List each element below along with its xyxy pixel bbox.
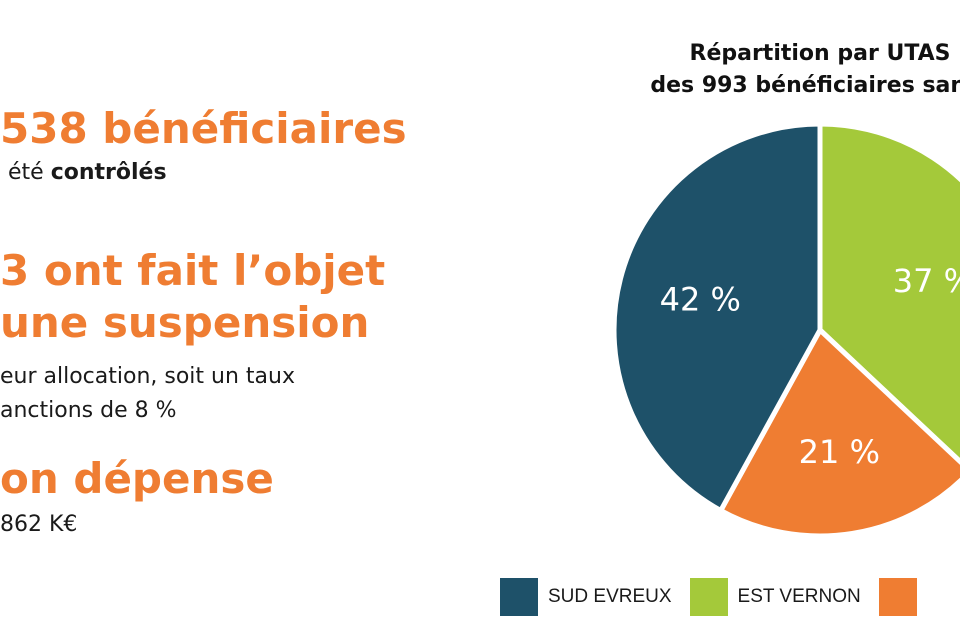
legend-label-2: EST VERNON [737,586,861,607]
legend-swatch-3 [878,578,917,616]
pie-slice-label-1: 37 % [893,262,960,300]
headline-suspension: une suspension [0,298,370,347]
controles-bold: contrôlés [50,160,167,185]
legend-swatch-1 [500,578,538,616]
chart-legend: SUD EVREUX EST VERNON [500,578,945,616]
chart-title: Répartition par UTAS des 993 bénéficiair… [560,38,960,102]
chart-title-line2: des 993 bénéficiaires sanct [650,73,960,98]
headline-depense: on dépense [0,454,274,503]
legend-item-2: EST VERNON [689,578,861,616]
chart-title-line1: Répartition par UTAS [689,41,951,66]
legend-item-1: SUD EVREUX [500,578,672,616]
legend-item-3 [878,578,927,616]
allocation-text: eur allocation, soit un taux [0,364,295,389]
controles-text: été contrôlés [8,158,167,188]
controles-prefix: été [8,160,51,185]
pie-slice-3 [611,121,823,514]
depense-amount: 862 K€ [0,512,78,537]
sanctions-rate-text: anctions de 8 % [0,398,177,423]
legend-label-1: SUD EVREUX [548,586,672,607]
pie-slice-label-3: 42 % [660,280,741,318]
pie-slice-2 [718,327,960,539]
legend-swatch-2 [689,578,728,616]
pie-slice-1 [817,121,960,465]
pie-slice-label-2: 21 % [799,433,880,471]
headline-objet: 3 ont fait l’objet [0,246,386,295]
headline-beneficiaires: 538 bénéficiaires [0,104,407,153]
